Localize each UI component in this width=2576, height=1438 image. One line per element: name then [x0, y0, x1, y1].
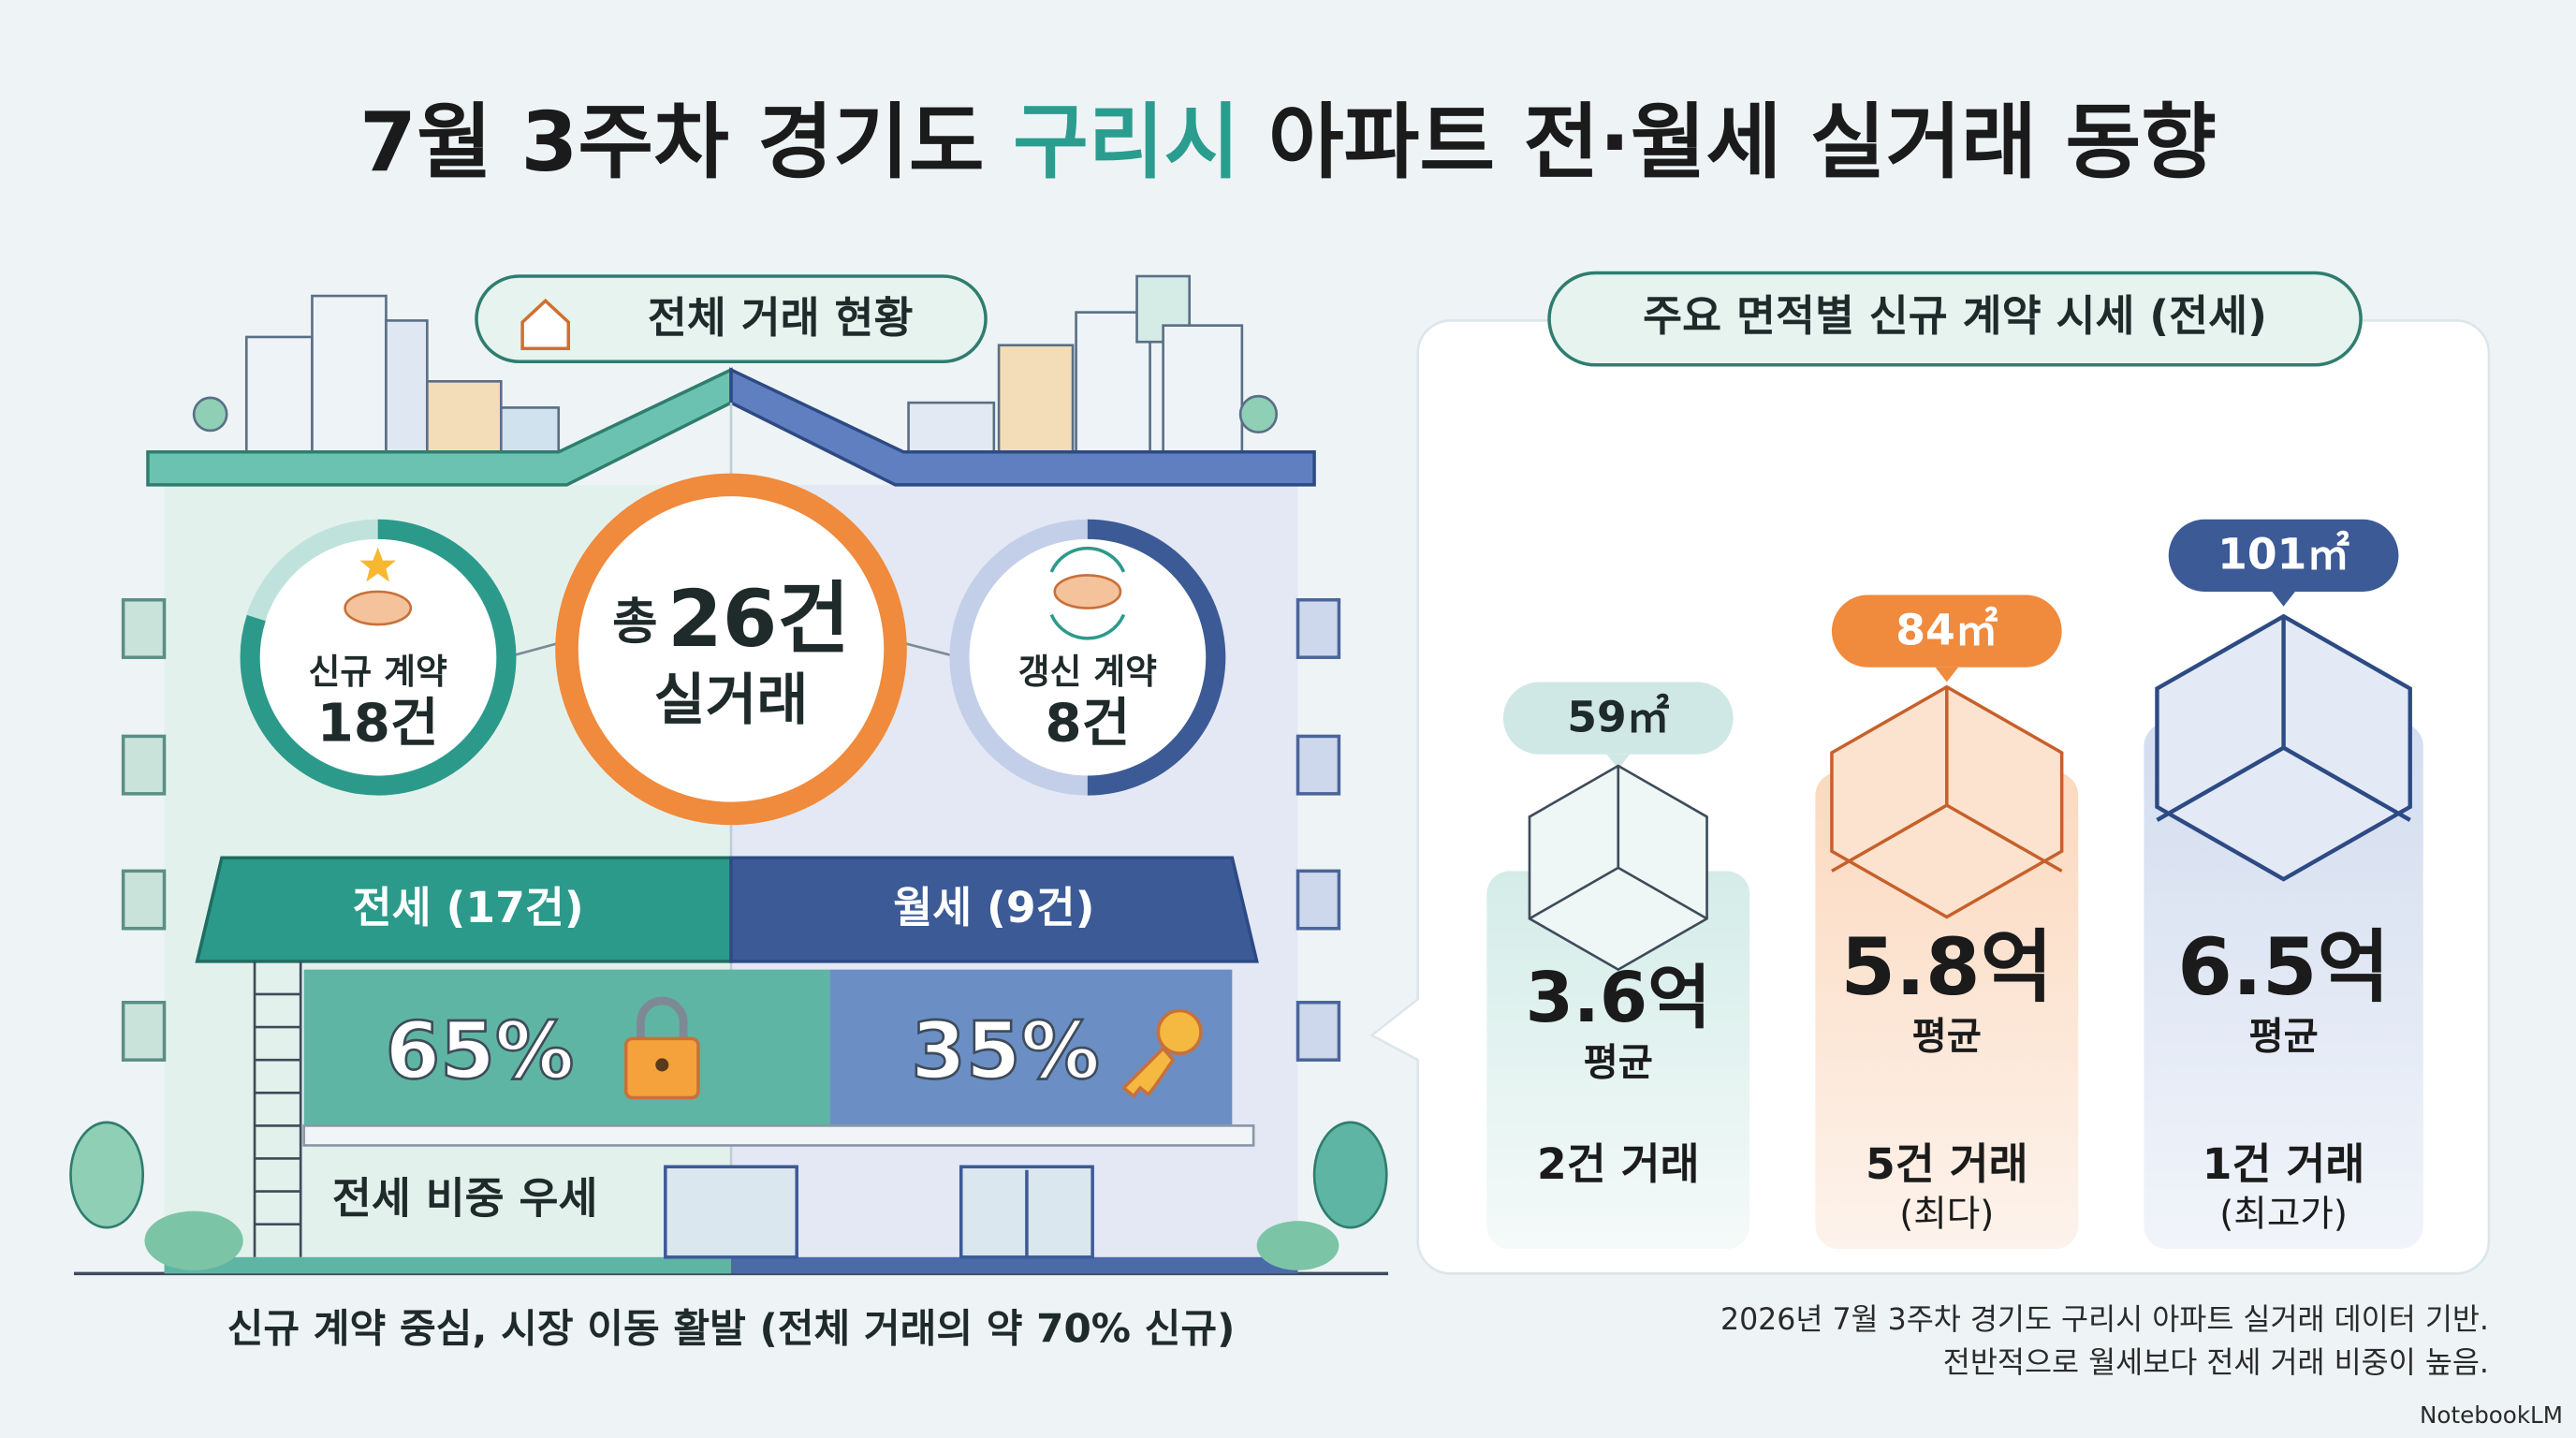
total-line: 총 26건: [612, 573, 850, 665]
key-icon: [1120, 1008, 1203, 1099]
ledge: [302, 1124, 1255, 1147]
bubble-tail: [2272, 591, 2295, 607]
house-icon: [520, 298, 571, 350]
wolse-share: 35%: [911, 1005, 1100, 1097]
total-count: 26건: [667, 573, 850, 665]
price: 5.8억: [1840, 921, 2053, 1013]
new-contract-count: 18건: [317, 694, 439, 755]
total-prefix: 총: [612, 594, 657, 651]
deal-note: (최다): [1899, 1193, 1994, 1235]
price-basis: 평균: [1584, 1040, 1653, 1084]
price: 3.6억: [1526, 959, 1711, 1038]
card: [2144, 723, 2423, 1250]
area-bubble: [1502, 682, 1734, 755]
deal-count: 5건 거래: [1866, 1139, 2028, 1189]
title: 7월 3주차 경기도 구리시 아파트 전·월세 실거래 동향: [359, 95, 2217, 190]
total-label: 실거래: [654, 668, 809, 733]
area-bubble: [1831, 594, 2062, 668]
ladder: [253, 961, 302, 1257]
room-icon: [1830, 684, 2064, 919]
deal-count: 2건 거래: [1537, 1139, 1700, 1189]
area-label: 101㎡: [2217, 530, 2349, 580]
trees: [69, 1121, 1388, 1270]
jeonse-header: 전세 (17건): [353, 883, 584, 932]
room-icon: [1528, 764, 1708, 972]
card: [1815, 772, 2079, 1250]
wolse-awning: [729, 856, 1259, 963]
doors: [664, 1165, 1094, 1259]
renewal-ring: [949, 519, 1226, 796]
total-ring: [555, 473, 907, 826]
price-basis: 평균: [1912, 1014, 1982, 1058]
section-label: 전체 거래 현황: [648, 293, 914, 343]
footer-note: 2026년 7월 3주차 경기도 구리시 아파트 실거래 데이터 기반.: [1720, 1303, 2489, 1337]
area-bubble: [2168, 519, 2399, 592]
bubble-tail: [1606, 754, 1631, 770]
jeonse-share: 65%: [386, 1005, 575, 1097]
area-label: 59㎡: [1567, 692, 1669, 741]
section-pill: [475, 274, 988, 364]
bubble-tail: [1935, 667, 1959, 682]
renewal-count: 8건: [1046, 694, 1131, 755]
renewal-label: 갱신 계약: [1018, 652, 1158, 692]
brand: NotebookLM: [2420, 1401, 2563, 1429]
deal-note: (최고가): [2219, 1193, 2348, 1235]
jeonse-band: [303, 969, 830, 1126]
caption: 신규 계약 중심, 시장 이동 활발 (전체 거래의 약 70% 신규): [227, 1305, 1236, 1351]
new-contract-label: 신규 계약: [308, 652, 447, 692]
lock-icon: [623, 996, 700, 1100]
sign-text: 전세 비중 우세: [332, 1174, 598, 1224]
panel-pill: [1547, 271, 2363, 367]
price: 6.5억: [2177, 921, 2390, 1013]
deal-count: 1건 거래: [2203, 1139, 2365, 1189]
title-part: 7월 3주차 경기도: [359, 95, 1013, 190]
area-label: 84㎡: [1895, 605, 1998, 654]
title-highlight: 구리시: [1013, 95, 1239, 190]
wolse-header: 월세 (9건): [893, 883, 1094, 932]
room-icon: [2155, 613, 2412, 882]
skyline: [192, 274, 1279, 454]
panel-title: 주요 면적별 신규 계약 시세 (전세): [1643, 291, 2267, 341]
card: [1486, 871, 1750, 1250]
new-contract-ring: [240, 519, 517, 796]
price-basis: 평균: [2248, 1014, 2318, 1058]
title-part: 아파트 전·월세 실거래 동향: [1239, 95, 2217, 190]
footer-note: 전반적으로 월세보다 전세 거래 비중이 높음.: [1943, 1346, 2489, 1380]
